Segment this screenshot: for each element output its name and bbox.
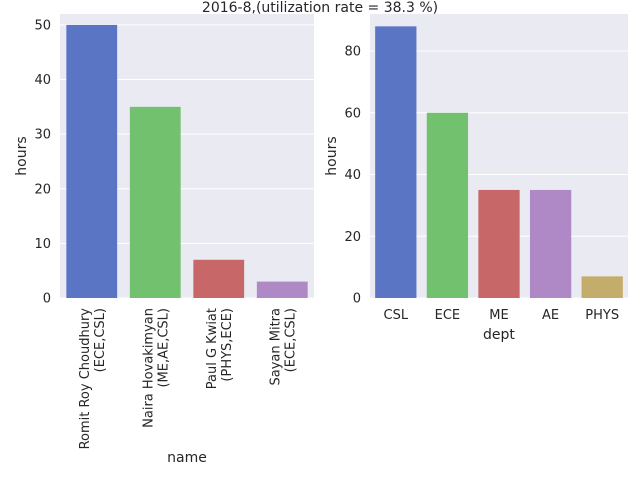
bar [529, 189, 572, 298]
bar [193, 259, 245, 298]
x-tick-label: PHYS [585, 308, 619, 323]
y-tick-label: 30 [34, 128, 51, 143]
right-chart-panel: 0 20 40 60 80 CSL ECE ME AE PHYS dept hours [324, 14, 628, 343]
y-tick-label: 0 [43, 292, 51, 307]
x-tick-label: ECE [435, 308, 461, 323]
y-tick-label: 60 [344, 106, 361, 121]
x-axis-label: dept [483, 327, 515, 343]
y-tick-label: 0 [353, 292, 361, 307]
bar [256, 281, 308, 298]
y-tick-label: 20 [34, 182, 51, 197]
x-tick-label: (ECE,CSL) [93, 308, 108, 372]
y-tick-label: 50 [34, 18, 51, 33]
x-tick-label: Romit Roy Choudhury [78, 308, 93, 450]
bar [66, 24, 118, 299]
bar [375, 26, 417, 298]
x-tick-label: CSL [384, 308, 409, 323]
bar [478, 189, 520, 298]
x-tick-label: Naira Hovakimyan [141, 308, 156, 428]
x-axis-label: name [167, 450, 207, 466]
x-tick-label: (ECE,CSL) [283, 308, 298, 372]
y-tick-label: 20 [344, 230, 361, 245]
y-axis-label: hours [14, 136, 30, 175]
chart-title: 2016-8,(utilization rate = 38.3 %) [202, 0, 438, 16]
bar [581, 276, 623, 298]
x-tick-label: AE [542, 308, 559, 323]
bar [426, 112, 469, 298]
bar [129, 106, 181, 298]
y-tick-label: 10 [34, 237, 51, 252]
y-axis-label: hours [324, 136, 340, 175]
x-tick-label: (PHYS,ECE) [220, 308, 235, 382]
x-tick-label: Sayan Mitra [268, 308, 283, 386]
y-tick-label: 80 [344, 45, 361, 60]
x-tick-label: ME [489, 308, 508, 323]
x-tick-label: Paul G Kwiat [205, 308, 220, 389]
y-tick-label: 40 [344, 168, 361, 183]
y-tick-label: 40 [34, 73, 51, 88]
x-tick-label: (ME,AE,CSL) [156, 308, 171, 388]
